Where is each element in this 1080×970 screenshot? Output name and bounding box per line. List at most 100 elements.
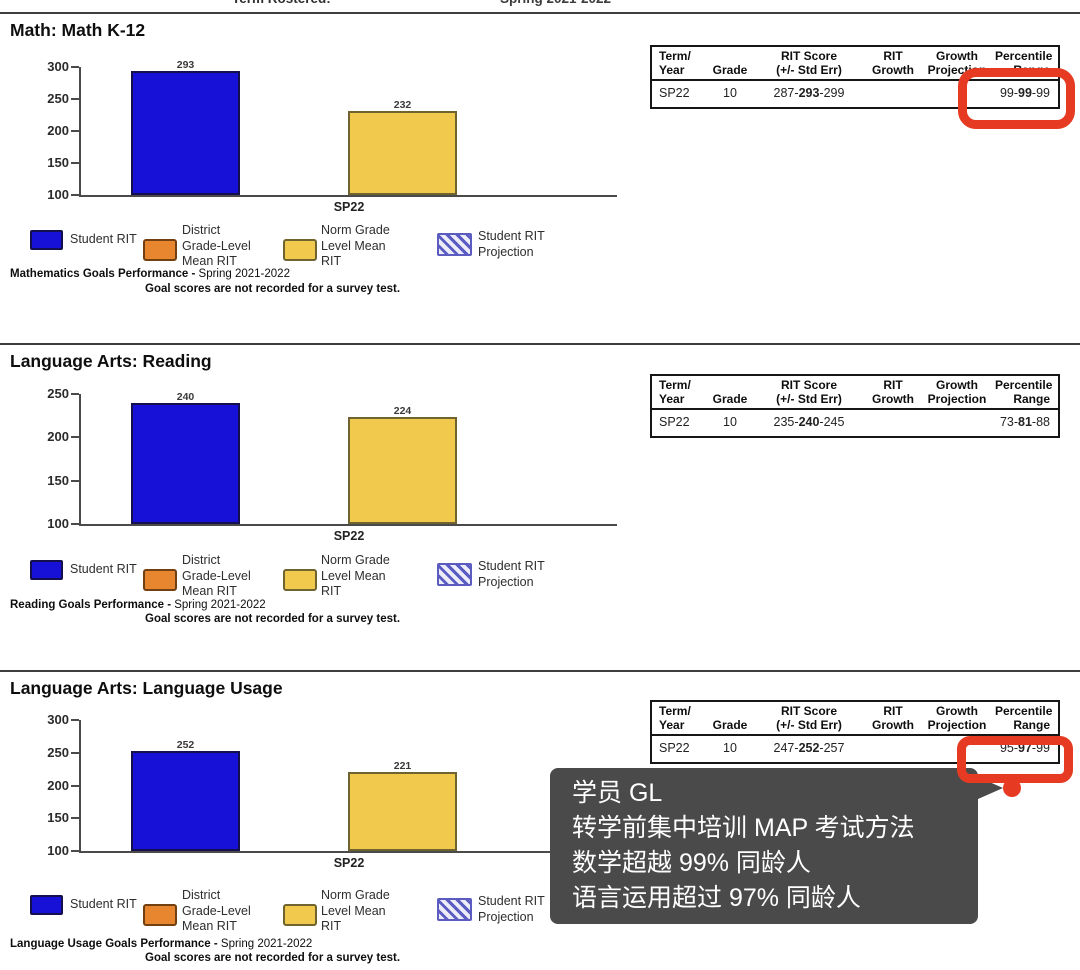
district-mean-swatch bbox=[143, 569, 177, 591]
score-table-language-usage: Term/Year Grade RIT Score (+/- Std Err) R… bbox=[650, 700, 1060, 764]
col-term-year: Term/Year bbox=[659, 704, 691, 732]
red-dot-marker bbox=[1003, 779, 1021, 797]
col-grade: Grade bbox=[712, 391, 748, 406]
highlight-box-language-percentile bbox=[957, 736, 1073, 783]
score-table-reading: Term/Year Grade RIT Score (+/- Std Err) R… bbox=[650, 374, 1060, 438]
callout-line-math: 数学超越 99% 同龄人 bbox=[572, 849, 811, 877]
survey-test-note: Goal scores are not recorded for a surve… bbox=[145, 283, 401, 295]
cell-term: SP22 bbox=[659, 415, 690, 429]
bar-chart-language-usage: 300 250 200 150 100 252 221 SP22 bbox=[47, 712, 617, 870]
bar-chart-math: 300 250 200 150 100 293 232 SP22 bbox=[47, 59, 617, 214]
col-grade: Grade bbox=[712, 62, 748, 77]
section-title-reading: Language Arts: Reading bbox=[10, 351, 212, 371]
term-rostered-value: Spring 2021-2022 bbox=[500, 0, 611, 6]
term-rostered-label: Term Rostered: bbox=[232, 0, 331, 6]
bar-value-label: 224 bbox=[393, 404, 412, 417]
y-axis-tick bbox=[71, 751, 79, 754]
callout-line-training: 转学前集中培训 MAP 考试方法 bbox=[572, 814, 915, 842]
norm-mean-swatch bbox=[283, 239, 317, 261]
legend-label-district-mean: District Grade-Level Mean RIT bbox=[182, 223, 251, 268]
col-rit-growth: RIT Growth bbox=[872, 378, 914, 406]
y-axis-tick-label: 150 bbox=[47, 155, 69, 170]
table-row: SP22 10 287-293-299 99-99-99 bbox=[651, 80, 1059, 108]
goals-performance-caption: Reading Goals Performance - Spring 2021-… bbox=[10, 599, 266, 611]
y-axis-tick-label: 200 bbox=[47, 123, 69, 138]
y-axis-tick-label: 250 bbox=[47, 91, 69, 106]
y-axis-tick bbox=[71, 436, 79, 439]
section-math: Math: Math K-12 300 250 200 150 100 293 232 SP2… bbox=[0, 12, 1080, 345]
cell-rit-score: 235-240-245 bbox=[773, 415, 845, 429]
col-term-year: Term/Year bbox=[659, 49, 691, 77]
rit-projection-swatch bbox=[437, 563, 472, 586]
annotation-callout: 学员 GL 转学前集中培训 MAP 考试方法 数学超越 99% 同龄人 语言运用… bbox=[550, 768, 1003, 924]
x-axis-label: SP22 bbox=[333, 200, 365, 214]
norm-mean-swatch bbox=[283, 569, 317, 591]
legend-label-norm-mean: Norm Grade Level Mean RIT bbox=[321, 553, 390, 598]
col-term-year: Term/Year bbox=[659, 378, 691, 406]
chart-legend: Student RIT District Grade-Level Mean RIT … bbox=[0, 887, 640, 941]
col-percentile-range: Percentile Range bbox=[995, 378, 1053, 406]
y-axis-tick bbox=[71, 784, 79, 787]
bar-student-rit: 240 bbox=[131, 391, 240, 524]
cell-growth-projection bbox=[921, 409, 993, 437]
cell-percentile-range: 99-99-99 bbox=[999, 86, 1050, 100]
student-rit-swatch bbox=[30, 230, 63, 250]
chart-legend: Student RIT District Grade-Level Mean RIT … bbox=[0, 552, 640, 606]
norm-mean-swatch bbox=[283, 904, 317, 926]
cell-rit-growth bbox=[865, 735, 921, 763]
legend-label-student-rit: Student RIT bbox=[70, 897, 137, 911]
callout-line-language: 语言运用超过 97% 同龄人 bbox=[572, 884, 861, 912]
y-axis-tick bbox=[71, 162, 79, 164]
y-axis-tick-label: 150 bbox=[47, 810, 69, 826]
student-rit-swatch bbox=[30, 895, 63, 915]
table-header-row: Term/Year Grade RIT Score (+/- Std Err) R… bbox=[651, 46, 1059, 80]
y-axis-tick bbox=[71, 130, 79, 132]
bar-student-rit: 252 bbox=[131, 739, 240, 851]
legend-label-district-mean: District Grade-Level Mean RIT bbox=[182, 553, 251, 598]
cell-grade: 10 bbox=[723, 415, 737, 429]
col-rit-score: RIT Score (+/- Std Err) bbox=[776, 704, 842, 732]
col-rit-score: RIT Score (+/- Std Err) bbox=[776, 378, 842, 406]
y-axis-tick-label: 100 bbox=[47, 843, 69, 858]
highlight-box-math-percentile bbox=[958, 68, 1075, 129]
bar-student-rit: 293 bbox=[131, 59, 240, 195]
student-rit-swatch bbox=[30, 560, 63, 580]
col-grade: Grade bbox=[712, 717, 748, 732]
rit-projection-swatch bbox=[437, 233, 472, 256]
district-mean-swatch bbox=[143, 239, 177, 261]
cell-rit-growth bbox=[865, 80, 921, 108]
goals-performance-caption: Mathematics Goals Performance - Spring 2… bbox=[10, 268, 290, 280]
y-axis-tick-label: 250 bbox=[47, 744, 69, 760]
y-axis-tick bbox=[71, 479, 79, 482]
bar-value-label: 221 bbox=[393, 759, 412, 772]
y-axis-tick-label: 250 bbox=[47, 386, 69, 401]
cell-rit-score: 287-293-299 bbox=[773, 86, 845, 100]
legend-label-rit-projection: Student RIT Projection bbox=[478, 229, 545, 259]
y-axis-tick bbox=[71, 194, 79, 196]
report-header: Term Rostered: Spring 2021-2022 bbox=[0, 0, 1080, 13]
section-language-usage: Language Arts: Language Usage 300 250 200 1… bbox=[0, 670, 1080, 970]
col-rit-score: RIT Score (+/- Std Err) bbox=[776, 49, 842, 77]
section-title-language-usage: Language Arts: Language Usage bbox=[10, 678, 283, 698]
cell-grade: 10 bbox=[723, 741, 737, 755]
callout-line-student: 学员 GL bbox=[572, 779, 663, 807]
bar-value-label: 232 bbox=[393, 98, 412, 111]
score-table-math: Term/Year Grade RIT Score (+/- Std Err) R… bbox=[650, 45, 1060, 109]
y-axis-tick-label: 150 bbox=[47, 472, 69, 488]
legend-label-rit-projection: Student RIT Projection bbox=[478, 559, 545, 589]
table-header-row: Term/Year Grade RIT Score (+/- Std Err) R… bbox=[651, 701, 1059, 735]
bar-norm-grade-level-mean: 232 bbox=[348, 99, 457, 195]
bar-value-label: 252 bbox=[176, 739, 195, 752]
col-rit-growth: RIT Growth bbox=[872, 49, 914, 77]
y-axis-tick-label: 300 bbox=[47, 712, 69, 727]
cell-grade: 10 bbox=[723, 86, 737, 100]
legend-label-student-rit: Student RIT bbox=[70, 562, 137, 576]
legend-label-norm-mean: Norm Grade Level Mean RIT bbox=[321, 888, 390, 933]
bar-norm-grade-level-mean: 224 bbox=[348, 405, 457, 524]
legend-label-district-mean: District Grade-Level Mean RIT bbox=[182, 888, 251, 933]
survey-test-note: Goal scores are not recorded for a surve… bbox=[145, 952, 401, 964]
x-axis-label: SP22 bbox=[333, 856, 365, 870]
cell-term: SP22 bbox=[659, 86, 690, 100]
col-percentile-range: Percentile Range bbox=[995, 704, 1053, 732]
bar-norm-grade-level-mean: 221 bbox=[348, 760, 457, 851]
